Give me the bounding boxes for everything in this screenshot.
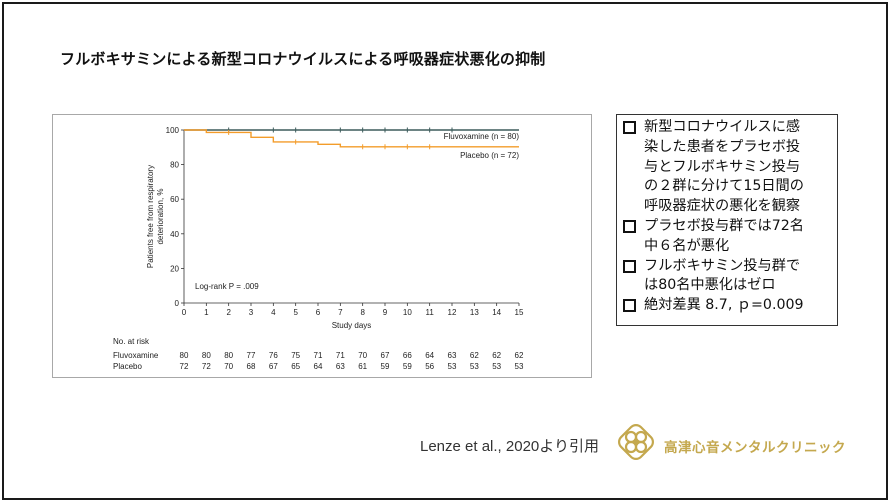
at-risk-row-label: Fluvoxamine [113,351,159,360]
at-risk-value: 62 [515,351,524,360]
at-risk-value: 72 [180,362,189,371]
at-risk-value: 65 [291,362,300,371]
summary-item: プラセボ投与群では72名 中６名が悪化 [623,217,833,257]
at-risk-value: 61 [358,362,367,371]
x-tick-label: 4 [271,308,276,317]
at-risk-value: 75 [291,351,300,360]
x-axis-label: Study days [332,321,372,330]
y-tick-label: 20 [170,264,179,273]
x-tick-label: 2 [226,308,231,317]
summary-item-text: 新型コロナウイルスに感 染した患者をプラセボ投 与とフルボキサミン投与 の２群に… [644,119,804,215]
at-risk-value: 53 [492,362,501,371]
x-tick-label: 7 [338,308,343,317]
at-risk-value: 70 [358,351,367,360]
y-tick-label: 40 [170,230,179,239]
x-tick-label: 12 [448,308,457,317]
x-tick-label: 6 [316,308,321,317]
at-risk-value: 56 [425,362,434,371]
log-rank-annotation: Log-rank P = .009 [195,282,259,291]
citation: Lenze et al., 2020より引用 [420,438,599,455]
at-risk-value: 53 [448,362,457,371]
at-risk-value: 71 [314,351,323,360]
at-risk-value: 53 [470,362,479,371]
y-tick-label: 100 [166,126,180,135]
at-risk-value: 63 [448,351,457,360]
summary-item-text: フルボキサミン投与群で は80名中悪化はゼロ [644,257,801,294]
placebo-line [184,129,519,148]
at-risk-value: 72 [202,362,211,371]
y-tick-label: 0 [175,299,180,308]
x-tick-label: 8 [360,308,365,317]
at-risk-value: 80 [224,351,233,360]
square-bullet-icon [623,219,636,233]
at-risk-value: 80 [180,351,189,360]
at-risk-value: 63 [336,362,345,371]
at-risk-row-label: Placebo [113,362,142,371]
at-risk-value: 80 [202,351,211,360]
at-risk-value: 53 [515,362,524,371]
chart-axes [181,129,520,306]
square-bullet-icon [623,299,636,313]
x-tick-label: 9 [383,308,388,317]
at-risk-value: 68 [247,362,256,371]
at-risk-value: 62 [470,351,479,360]
x-tick-label: 5 [293,308,298,317]
at-risk-value: 70 [224,362,233,371]
x-tick-label: 0 [182,308,187,317]
summary-item: 絶対差異 8.7, ｐ=0.009 [623,296,833,316]
x-tick-label: 13 [470,308,479,317]
x-tick-label: 11 [426,308,435,317]
at-risk-value: 59 [403,362,412,371]
summary-item-text: 絶対差異 8.7, ｐ=0.009 [644,297,804,314]
at-risk-value: 67 [381,351,390,360]
y-axis-label: Patients free from respiratorydeteriorat… [146,165,165,268]
placebo-legend-label: Placebo (n = 72) [460,151,519,160]
summary-item: フルボキサミン投与群で は80名中悪化はゼロ [623,257,833,297]
summary-item-text: プラセボ投与群では72名 中６名が悪化 [644,217,804,254]
fluvoxamine-legend-label: Fluvoxamine (n = 80) [444,132,520,141]
x-tick-label: 10 [403,308,412,317]
kaplan-meier-figure: 0 20 40 60 80 100 0 1 2 3 4 5 6 7 8 9 10 11 12 13 14 15 Study … [52,114,592,378]
x-tick-label: 3 [249,308,254,317]
at-risk-header: No. at risk [113,337,150,346]
at-risk-value: 71 [336,351,345,360]
square-bullet-icon [623,121,636,134]
slide-title: フルボキサミンによる新型コロナウイルスによる呼吸器症状悪化の抑制 [60,50,546,68]
at-risk-value: 64 [425,351,434,360]
at-risk-value: 76 [269,351,278,360]
at-risk-value: 62 [492,351,501,360]
at-risk-value: 59 [381,362,390,371]
at-risk-value: 64 [314,362,323,371]
x-tick-label: 15 [515,308,524,317]
chart-series [184,127,519,150]
square-bullet-icon [623,259,636,273]
y-tick-label: 80 [170,161,179,170]
at-risk-value: 67 [269,362,278,371]
at-risk-value: 77 [247,351,256,360]
clinic-name: 高津心音メンタルクリニック [664,440,846,456]
x-tick-label: 14 [492,308,501,317]
y-tick-label: 60 [170,195,179,204]
x-tick-label: 1 [204,308,209,317]
at-risk-value: 66 [403,351,412,360]
summary-item: 新型コロナウイルスに感 染した患者をプラセボ投 与とフルボキサミン投与 の２群に… [623,118,833,217]
clover-logo-icon [618,424,654,460]
summary-box: 新型コロナウイルスに感 染した患者をプラセボ投 与とフルボキサミン投与 の２群に… [616,114,838,326]
